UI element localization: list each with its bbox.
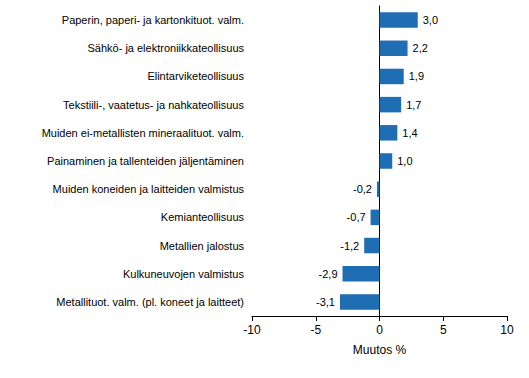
svg-text:Painaminen ja tallenteiden jäl: Painaminen ja tallenteiden jäljentäminen xyxy=(47,155,244,167)
svg-text:-1,2: -1,2 xyxy=(340,240,359,252)
svg-text:Metallituot. valm. (pl. koneet: Metallituot. valm. (pl. koneet ja laitte… xyxy=(56,296,244,308)
svg-text:-2,9: -2,9 xyxy=(319,268,338,280)
svg-text:2,2: 2,2 xyxy=(413,42,428,54)
svg-text:1,4: 1,4 xyxy=(402,127,417,139)
svg-text:Muiden ei-metallisten mineraal: Muiden ei-metallisten mineraalituot. val… xyxy=(42,127,244,139)
svg-text:1,7: 1,7 xyxy=(406,99,421,111)
svg-text:1,9: 1,9 xyxy=(409,70,424,82)
svg-text:Sähkö- ja elektroniikkateollis: Sähkö- ja elektroniikkateollisuus xyxy=(87,42,244,54)
svg-text:1,0: 1,0 xyxy=(397,155,412,167)
svg-text:Tekstiili-, vaatetus- ja nahka: Tekstiili-, vaatetus- ja nahkateollisuus xyxy=(63,99,244,111)
svg-text:Muutos %: Muutos % xyxy=(353,343,407,357)
svg-text:-10: -10 xyxy=(243,323,261,337)
svg-text:5: 5 xyxy=(440,323,447,337)
svg-text:Kulkuneuvojen valmistus: Kulkuneuvojen valmistus xyxy=(123,268,245,280)
svg-text:Metallien jalostus: Metallien jalostus xyxy=(160,240,245,252)
svg-text:-0,7: -0,7 xyxy=(347,211,366,223)
svg-text:Muiden koneiden ja laitteiden: Muiden koneiden ja laitteiden valmistus xyxy=(53,183,245,195)
svg-text:Elintarviketeollisuus: Elintarviketeollisuus xyxy=(147,70,244,82)
svg-text:0: 0 xyxy=(376,323,383,337)
svg-text:Kemianteollisuus: Kemianteollisuus xyxy=(161,211,245,223)
svg-text:3,0: 3,0 xyxy=(423,14,438,26)
svg-text:-5: -5 xyxy=(310,323,321,337)
svg-text:-3,1: -3,1 xyxy=(316,296,335,308)
svg-text:10: 10 xyxy=(500,323,514,337)
svg-text:-0,2: -0,2 xyxy=(353,183,372,195)
svg-text:Paperin, paperi- ja kartonkitu: Paperin, paperi- ja kartonkituot. valm. xyxy=(62,14,244,26)
